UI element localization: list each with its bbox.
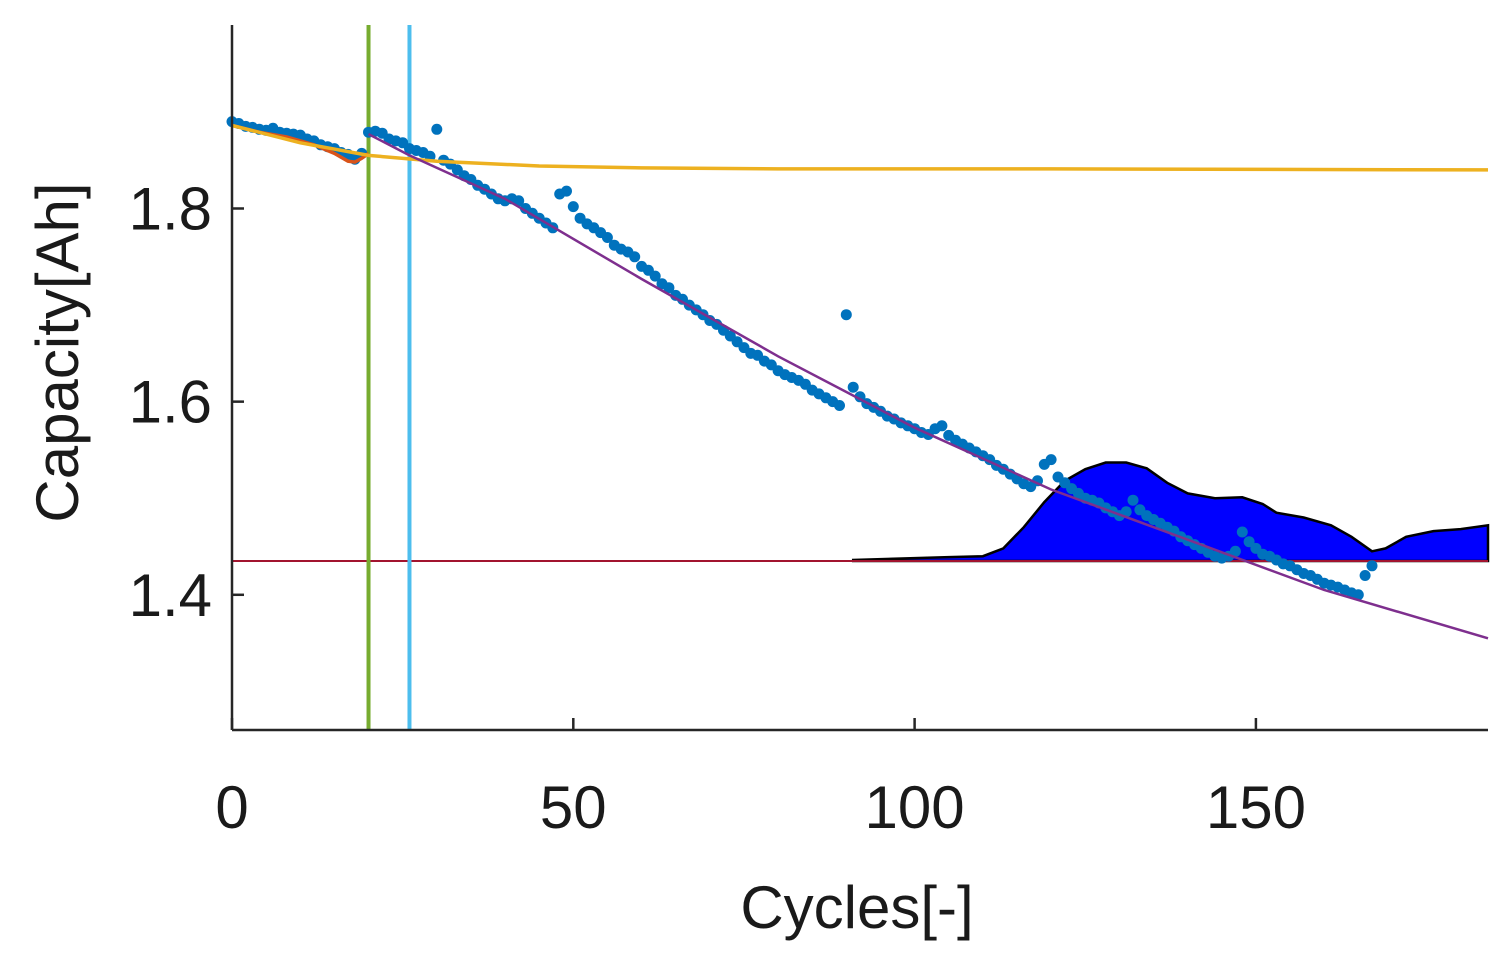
measured-point-49: [561, 185, 572, 197]
measured-point-104: [936, 420, 948, 432]
measured-point-167: [1366, 560, 1378, 572]
y-tick-label-1.8: 1.8: [129, 175, 212, 242]
y-tick-label-1.4: 1.4: [129, 562, 212, 629]
measured-point-149: [1243, 536, 1255, 548]
measured-point-62: [649, 270, 661, 282]
x-ticks: 0 50 100 150: [215, 718, 1306, 841]
measured-point-90: [840, 309, 852, 321]
measured-point-91: [847, 381, 859, 393]
x-tick-label-100: 100: [865, 774, 965, 841]
plot-area: [226, 25, 1490, 730]
measured-point-42: [513, 195, 525, 207]
y-tick-label-1.6: 1.6: [129, 369, 212, 436]
degradation-model-line: [367, 132, 1489, 640]
rul-pdf-area: [851, 461, 1490, 563]
axes: [230, 25, 1488, 732]
x-axis-label: Cycles[-]: [740, 874, 973, 941]
measured-point-166: [1359, 570, 1371, 581]
measured-point-120: [1045, 454, 1057, 466]
measured-point-148: [1236, 526, 1248, 538]
measured-point-30: [431, 123, 443, 135]
measured-point-147: [1229, 545, 1241, 557]
x-tick-label-150: 150: [1206, 774, 1306, 841]
y-axis-label: Capacity[Ah]: [24, 182, 91, 522]
measured-point-132: [1127, 494, 1139, 506]
measured-point-165: [1352, 589, 1364, 601]
y-ticks: 1.4 1.6 1.8: [129, 175, 244, 629]
x-tick-label-0: 0: [215, 774, 248, 841]
measured-point-50: [567, 201, 579, 213]
measured-point-131: [1120, 506, 1132, 518]
early-model-line: [231, 123, 1489, 172]
measured-point-55: [601, 232, 613, 243]
x-tick-label-50: 50: [540, 774, 607, 841]
measured-point-59: [629, 251, 641, 263]
measured-point-64: [663, 282, 675, 294]
measured-point-89: [834, 400, 845, 411]
